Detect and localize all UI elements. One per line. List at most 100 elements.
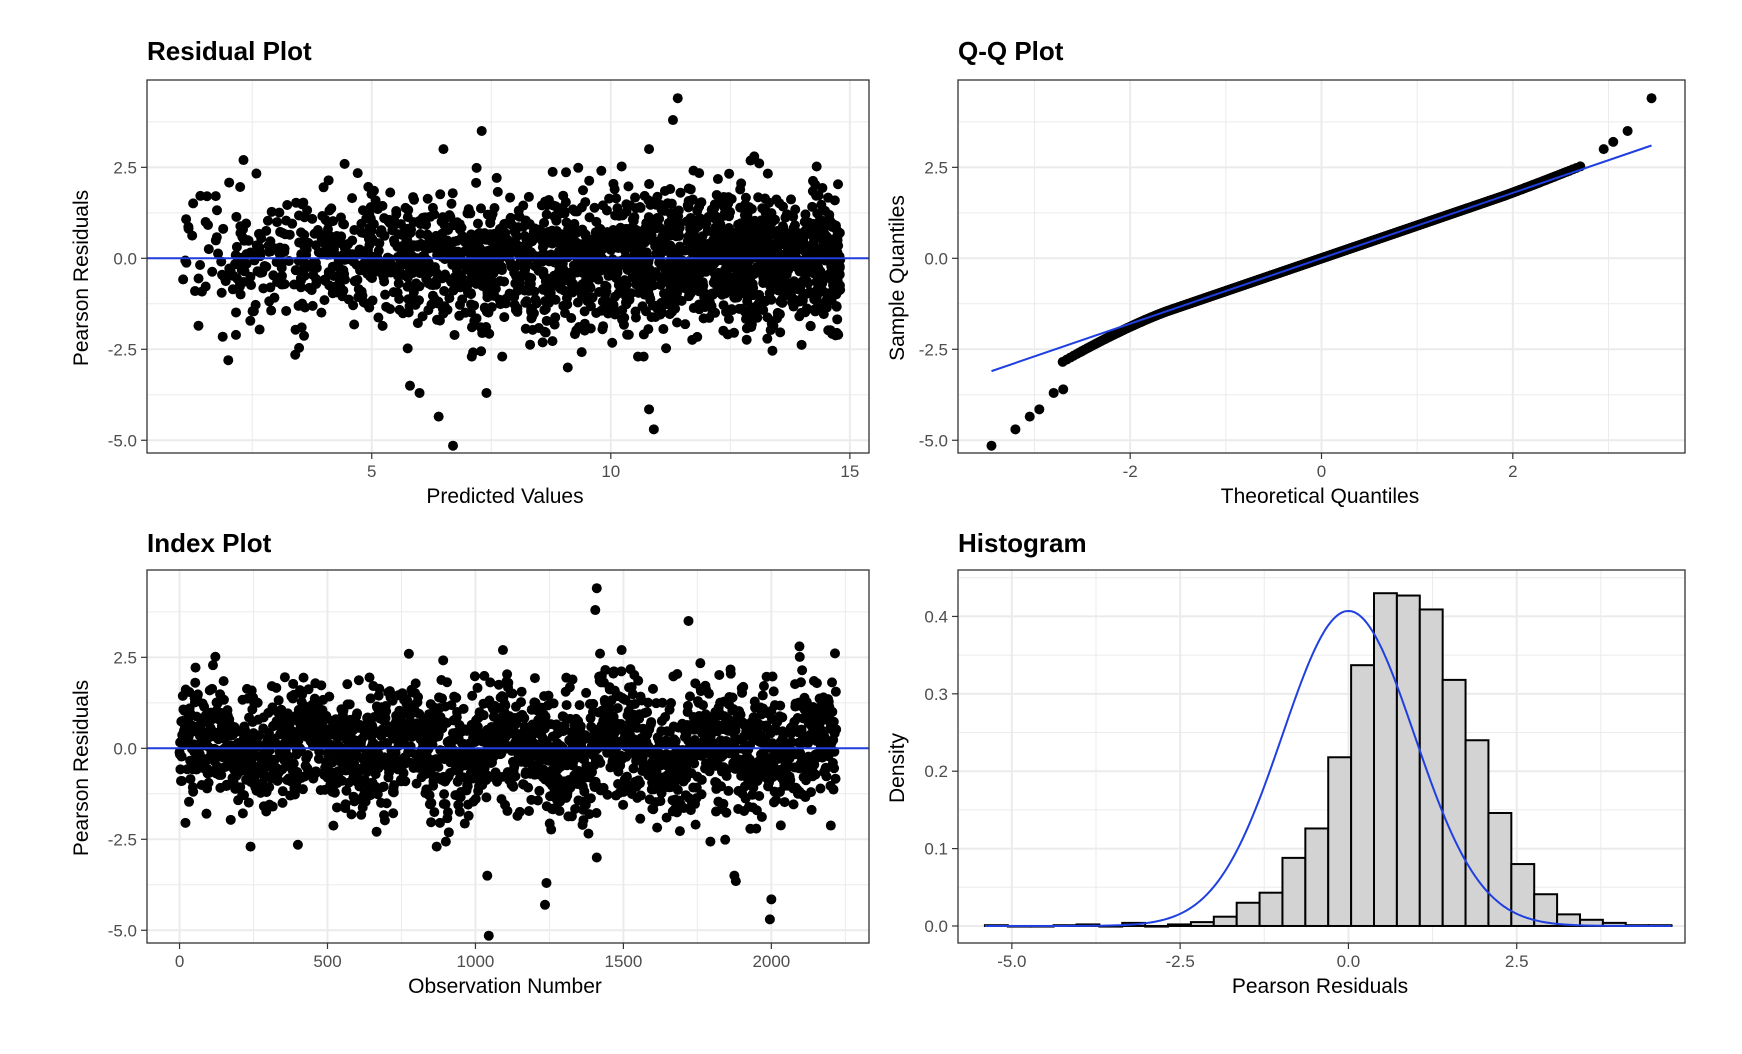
data-point: [682, 236, 693, 247]
data-point: [380, 289, 391, 300]
data-point: [597, 296, 608, 307]
data-point: [495, 299, 506, 310]
index-point: [288, 678, 299, 689]
data-point: [245, 247, 256, 258]
data-point: [454, 299, 465, 310]
data-point: [200, 281, 211, 292]
data-point: [272, 217, 283, 228]
data-point: [619, 245, 630, 256]
data-point: [352, 168, 363, 179]
qq-reference-line: [991, 144, 1652, 373]
y-tick-label: -2.5: [919, 340, 948, 359]
data-point: [320, 214, 331, 225]
data-point: [505, 192, 516, 203]
data-point: [760, 259, 771, 270]
qq-tail-point: [1622, 125, 1633, 136]
data-point: [706, 288, 717, 299]
y-tick-label: -5.0: [919, 431, 948, 450]
data-point: [833, 179, 844, 190]
data-point: [254, 324, 265, 335]
data-point: [419, 212, 430, 223]
y-tick-label: 2.5: [924, 158, 948, 177]
data-point: [632, 265, 643, 276]
data-point: [223, 355, 234, 366]
data-point: [347, 249, 358, 260]
data-point: [811, 226, 822, 237]
data-point: [562, 362, 573, 373]
index-point: [245, 841, 256, 852]
data-point: [676, 295, 687, 306]
data-point: [395, 251, 406, 262]
qq-plot-panel: Q-Q Plot Theoretical Quantiles Sample Qu…: [886, 36, 1686, 508]
data-point: [307, 213, 318, 224]
data-point: [491, 172, 502, 183]
data-point: [716, 195, 727, 206]
data-point: [740, 314, 751, 325]
data-point: [274, 207, 285, 218]
data-point: [757, 203, 768, 214]
data-point: [533, 323, 544, 334]
data-point: [682, 285, 693, 296]
data-point: [263, 246, 274, 257]
data-point: [794, 296, 805, 307]
data-point: [444, 293, 455, 304]
data-point: [271, 257, 282, 268]
data-point: [560, 248, 571, 259]
data-point: [612, 261, 623, 272]
data-point: [584, 212, 595, 223]
data-point: [475, 322, 486, 333]
data-point: [402, 272, 413, 283]
data-point: [476, 125, 487, 136]
data-point: [611, 273, 622, 284]
data-point: [526, 303, 537, 314]
data-point: [558, 190, 569, 201]
data-point: [683, 201, 694, 212]
data-point: [821, 231, 832, 242]
data-point: [624, 294, 635, 305]
data-point: [281, 215, 292, 226]
data-point: [616, 161, 627, 172]
data-point: [454, 310, 465, 321]
y-tick-label: -2.5: [108, 340, 137, 359]
data-point: [831, 224, 842, 235]
qq-plot-title: Q-Q Plot: [958, 36, 1064, 66]
data-point: [437, 273, 448, 284]
data-point: [709, 203, 720, 214]
data-point: [394, 293, 405, 304]
data-point: [178, 274, 189, 285]
data-point: [643, 257, 654, 268]
data-point: [585, 240, 596, 251]
data-point: [585, 301, 596, 312]
data-point: [749, 151, 760, 162]
data-point: [603, 308, 614, 319]
data-point: [242, 235, 253, 246]
data-point: [405, 264, 416, 275]
index-point: [302, 750, 313, 761]
data-point: [423, 305, 434, 316]
data-point: [828, 239, 839, 250]
data-point: [635, 285, 646, 296]
data-point: [424, 236, 435, 247]
qq-tail-point: [986, 440, 997, 451]
data-point: [778, 201, 789, 212]
data-point: [674, 230, 685, 241]
data-point: [290, 349, 301, 360]
data-point: [367, 273, 378, 284]
y-tick-label: 2.5: [113, 648, 137, 667]
data-point: [328, 216, 339, 227]
data-point: [326, 203, 337, 214]
data-point: [687, 274, 698, 285]
data-point: [817, 182, 828, 193]
data-point: [338, 285, 349, 296]
data-point: [794, 243, 805, 254]
data-point: [791, 279, 802, 290]
data-point: [349, 319, 360, 330]
data-point: [745, 235, 756, 246]
qq-plot-xlabel: Theoretical Quantiles: [1221, 485, 1419, 508]
data-point: [764, 197, 775, 208]
data-point: [823, 192, 834, 203]
data-point: [577, 267, 588, 278]
data-point: [543, 226, 554, 237]
index-point: [190, 662, 201, 673]
data-point: [279, 279, 290, 290]
